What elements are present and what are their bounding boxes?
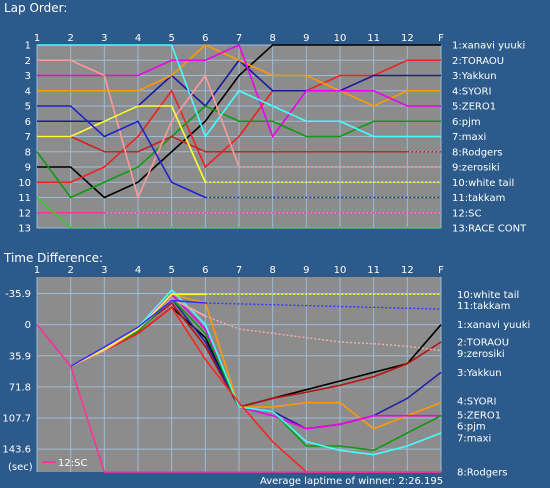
lap-series-line xyxy=(37,44,441,107)
time-x-tick-label: 2 xyxy=(67,265,73,276)
lap-series-line xyxy=(37,44,441,139)
lap-y-tick-label: 5 xyxy=(25,102,31,113)
lap-x-tick-label: 5 xyxy=(168,33,174,44)
lap-y-tick-label: 8 xyxy=(25,147,31,158)
lap-series-line xyxy=(37,59,240,200)
lap-x-tick-label: 9 xyxy=(303,33,309,44)
time-x-tick-label: 6 xyxy=(202,265,208,276)
lap-series-label: 2:TORAOU xyxy=(452,56,504,67)
lap-x-tick-label: 4 xyxy=(135,33,141,44)
footer-average-laptime: Average laptime of winner: 2:26.195 xyxy=(260,476,443,487)
time-x-tick-label: 11 xyxy=(367,265,380,276)
time-series-label: 11:takkam xyxy=(457,301,510,312)
lap-order-title: Lap Order: xyxy=(4,1,67,15)
lap-x-tick-label: 7 xyxy=(236,33,242,44)
time-x-tick-label: 7 xyxy=(236,265,242,276)
lap-series-label: 12:SC xyxy=(452,208,481,219)
time-x-tick-label: 8 xyxy=(269,265,275,276)
lap-series-label: 13:RACE CONT xyxy=(452,224,527,235)
time-x-tick-label: 1 xyxy=(34,265,40,276)
lap-x-tick-label: 6 xyxy=(202,33,208,44)
lap-y-tick-label: 13 xyxy=(18,224,31,235)
time-y-tick-label: 71.8 xyxy=(9,382,31,393)
lap-x-tick-label: 3 xyxy=(101,33,107,44)
time-series-label: 2:TORAOU xyxy=(457,338,509,349)
lap-series-label: 10:white tail xyxy=(452,178,514,189)
time-x-tick-label: 9 xyxy=(303,265,309,276)
time-series-line xyxy=(36,324,441,473)
lap-x-tick-label: 12 xyxy=(401,33,414,44)
time-series-label: 9:zerosiki xyxy=(457,349,505,360)
time-y-tick-label: 0 xyxy=(25,320,31,331)
time-difference-title: Time Difference: xyxy=(3,251,103,265)
time-series-dotted xyxy=(205,315,442,352)
time-series-label: 7:maxi xyxy=(457,434,491,445)
lap-y-tick-label: 11 xyxy=(18,193,31,204)
lap-y-tick-label: 1 xyxy=(25,41,31,52)
time-series-label: 8:Rodgers xyxy=(457,468,508,479)
lap-y-tick-label: 12 xyxy=(18,208,31,219)
time-series-label: 1:xanavi yuuki xyxy=(457,320,530,331)
lap-series-label: 1:xanavi yuuki xyxy=(452,41,525,52)
time-series-dotted xyxy=(205,302,442,310)
lap-x-tick-label: 11 xyxy=(367,33,380,44)
lap-y-tick-label: 7 xyxy=(25,132,31,143)
time-series-label: 3:Yakkun xyxy=(457,368,502,379)
time-y-tick-label: 35.9 xyxy=(9,351,31,362)
time-x-tick-label: 4 xyxy=(135,265,141,276)
time-y-tick-label: 143.6 xyxy=(2,445,31,456)
lap-x-tick-label: 1 xyxy=(34,33,40,44)
sec-unit-label: (sec) xyxy=(8,462,33,473)
time-x-tick-label: 5 xyxy=(168,265,174,276)
lap-series-line xyxy=(36,105,441,199)
lap-x-tick-label: 10 xyxy=(334,33,347,44)
time-series-label: 6:pjm xyxy=(457,422,486,433)
time-x-tick-label: 3 xyxy=(101,265,107,276)
time-y-tick-label: -35.9 xyxy=(5,289,31,300)
lap-series-line xyxy=(37,105,206,199)
time-series-label: 5:ZERO1 xyxy=(457,410,501,421)
lap-series-label: 6:pjm xyxy=(452,117,481,128)
lap-series-line xyxy=(37,135,408,153)
time-series-label: 10:white tail xyxy=(457,290,519,301)
lap-series-line xyxy=(37,44,441,199)
lap-x-tick-label: 2 xyxy=(67,33,73,44)
lap-series-label: 11:takkam xyxy=(452,193,505,204)
lap-series-line xyxy=(37,105,207,183)
time-difference-chart: 1 2 3 4 5 6 7 8 9 10 11 12 F-35.9035.971.8107.7143.6… xyxy=(2,265,530,479)
sc-inline-label: 12:SC xyxy=(58,458,87,469)
lap-series-label: 3:Yakkun xyxy=(452,71,497,82)
lap-y-tick-label: 4 xyxy=(25,86,31,97)
lap-x-tick-label: 8 xyxy=(269,33,275,44)
lap-y-tick-label: 2 xyxy=(25,56,31,67)
lap-y-tick-label: 3 xyxy=(25,71,31,82)
time-series-label: 4:SYORI xyxy=(457,396,496,407)
time-y-tick-label: 107.7 xyxy=(2,414,31,425)
lap-series-label: 5:ZERO1 xyxy=(452,102,496,113)
lap-series-label: 8:Rodgers xyxy=(452,147,503,158)
lap-series-label: 4:SYORI xyxy=(452,86,491,97)
lap-x-tick-label: F xyxy=(438,33,444,44)
lap-series-line xyxy=(36,196,72,229)
time-x-tick-label: 10 xyxy=(334,265,347,276)
lap-order-chart: 1 2 3 4 5 6 7 8 9 10 11 12 F123456789101112131:xanav… xyxy=(18,33,527,235)
lap-y-tick-label: 9 xyxy=(25,163,31,174)
lap-y-tick-label: 10 xyxy=(18,178,31,189)
time-x-tick-label: 12 xyxy=(401,265,414,276)
lap-series-label: 9:zerosiki xyxy=(452,163,500,174)
time-x-tick-label: F xyxy=(438,265,444,276)
lap-y-tick-label: 6 xyxy=(25,117,31,128)
lap-series-label: 7:maxi xyxy=(452,132,486,143)
